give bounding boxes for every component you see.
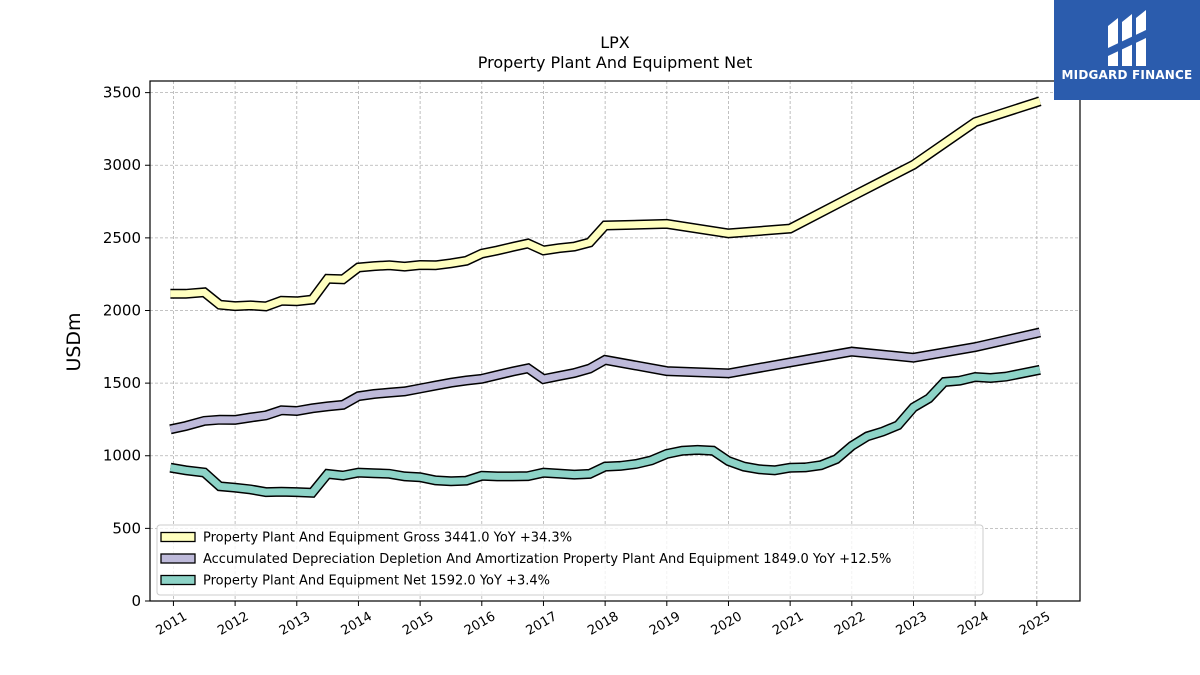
series-group xyxy=(169,96,1042,498)
legend-swatch xyxy=(160,553,196,564)
legend-label: Property Plant And Equipment Gross 3441.… xyxy=(203,531,572,546)
x-tick-label: 2018 xyxy=(585,609,621,639)
plot-frame xyxy=(149,80,1081,602)
x-tick-label: 2020 xyxy=(709,609,745,639)
logo-mark-icon xyxy=(1108,10,1146,66)
legend-swatch xyxy=(160,531,196,543)
legend-swatch xyxy=(160,574,196,586)
x-tick-label: 2012 xyxy=(215,609,251,639)
series-line xyxy=(169,366,1041,497)
x-tick-label: 2017 xyxy=(524,609,560,639)
legend-label: Property Plant And Equipment Net 1592.0 … xyxy=(203,574,550,589)
chart-subtitle: Property Plant And Equipment Net xyxy=(478,53,753,72)
legend-label: Accumulated Depreciation Depletion And A… xyxy=(203,552,891,567)
legend-box xyxy=(156,524,984,596)
x-tick-label: 2023 xyxy=(894,609,930,639)
x-axis-ticks: 2011 2012 2013 2014 2015 2016 2017 2018 2019 2020… xyxy=(154,601,1053,639)
y-tick-label: 2500 xyxy=(103,229,141,247)
y-axis-label: USDm xyxy=(63,312,85,371)
y-axis-ticks: 0 500 1000 1500 2000 2500 3000 3500 xyxy=(103,84,150,610)
y-tick-label: 3500 xyxy=(103,84,141,102)
y-tick-label: 1000 xyxy=(103,447,141,465)
logo-text: MIDGARD FINANCE xyxy=(1061,68,1193,82)
x-tick-label: 2011 xyxy=(154,609,190,639)
x-tick-label: 2021 xyxy=(770,609,806,639)
series-line xyxy=(170,97,1041,310)
series-line xyxy=(169,328,1041,433)
x-tick-label: 2014 xyxy=(339,609,375,639)
y-tick-label: 500 xyxy=(112,519,141,537)
brand-logo: MIDGARD FINANCE xyxy=(1054,0,1200,100)
x-tick-label: 2019 xyxy=(647,609,683,639)
x-tick-label: 2015 xyxy=(400,609,436,639)
legend: Property Plant And Equipment Gross 3441.… xyxy=(156,524,984,596)
x-tick-label: 2022 xyxy=(832,609,868,639)
x-tick-label: 2013 xyxy=(277,609,313,639)
x-tick-label: 2024 xyxy=(955,609,991,639)
x-tick-label: 2016 xyxy=(462,609,498,639)
chart-title: LPX xyxy=(600,33,630,52)
y-tick-label: 3000 xyxy=(103,156,141,174)
y-tick-label: 0 xyxy=(131,592,141,610)
grid-lines xyxy=(150,81,1080,602)
y-tick-label: 2000 xyxy=(103,301,141,319)
x-tick-label: 2025 xyxy=(1017,609,1053,639)
y-tick-label: 1500 xyxy=(103,374,141,392)
